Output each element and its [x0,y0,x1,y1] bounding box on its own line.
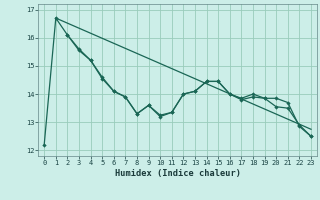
X-axis label: Humidex (Indice chaleur): Humidex (Indice chaleur) [115,169,241,178]
